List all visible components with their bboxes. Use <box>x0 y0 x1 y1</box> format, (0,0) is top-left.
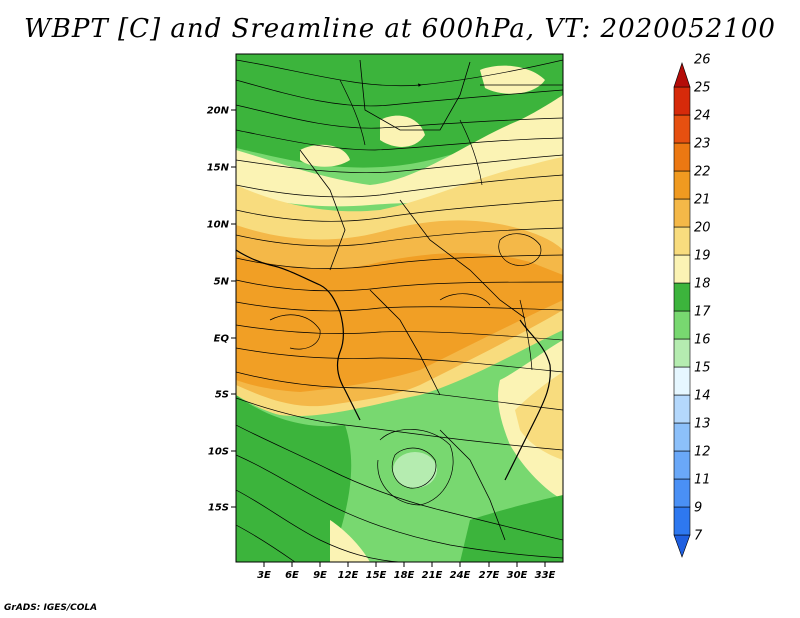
colorbar: 7 9 11 12 13 14 15 16 17 18 19 20 21 22 23 24 25 26 <box>673 53 711 558</box>
lat-tick-label: 10S <box>208 447 229 458</box>
coastline-borders <box>236 59 563 541</box>
colorbar-label: 20 <box>694 221 711 236</box>
colorbar-swatch <box>673 310 691 340</box>
colorbar-swatch <box>673 114 691 144</box>
lon-tick-label: 15E <box>366 570 387 581</box>
colorbar-label: 26 <box>694 53 711 68</box>
colorbar-label: 15 <box>694 361 711 376</box>
map-frame <box>235 53 564 563</box>
colorbar-swatch <box>673 422 691 452</box>
lat-tick-label: 10N <box>207 220 230 231</box>
streamlines <box>236 59 563 562</box>
colorbar-swatch <box>673 534 691 558</box>
lon-tick-label: 9E <box>313 570 327 581</box>
lat-tick-label: 15S <box>208 503 229 514</box>
colorbar-label: 9 <box>694 501 702 516</box>
colorbar-swatch <box>673 282 691 312</box>
lon-tick-label: 12E <box>338 570 359 581</box>
colorbar-label: 14 <box>694 389 711 404</box>
lat-tick-label: 5S <box>215 390 229 401</box>
colorbar-swatch <box>673 86 691 116</box>
colorbar-swatch <box>673 394 691 424</box>
colorbar-swatch <box>673 142 691 172</box>
colorbar-swatch <box>673 62 691 88</box>
wbpt-shading <box>236 54 563 562</box>
colorbar-label: 24 <box>694 109 711 124</box>
lat-tick-label: 5N <box>214 277 230 288</box>
colorbar-label: 22 <box>694 165 711 180</box>
lat-axis: 20N 15N 10N 5N EQ 5S 10S 15S <box>207 106 236 514</box>
lon-tick-label: 27E <box>479 570 500 581</box>
colorbar-swatch <box>673 254 691 284</box>
lon-tick-label: 3E <box>257 570 271 581</box>
colorbar-swatch <box>673 450 691 480</box>
lon-tick-label: 24E <box>450 570 471 581</box>
map-panel <box>236 54 563 562</box>
colorbar-label: 17 <box>694 305 711 320</box>
colorbar-label: 7 <box>694 529 703 544</box>
lat-tick-label: 20N <box>207 106 230 117</box>
colorbar-label: 25 <box>694 81 711 96</box>
colorbar-label: 13 <box>694 417 711 432</box>
colorbar-swatch <box>673 478 691 508</box>
grads-credit: GrADS: IGES/COLA <box>4 603 98 613</box>
lon-tick-label: 33E <box>535 570 556 581</box>
lon-tick-label: 30E <box>507 570 528 581</box>
colorbar-swatch <box>673 338 691 368</box>
colorbar-label: 19 <box>694 249 711 264</box>
map-title: WBPT [C] and Sreamline at 600hPa, VT: 20… <box>24 14 776 44</box>
colorbar-label: 23 <box>694 137 711 152</box>
lon-axis: 3E 6E 9E 12E 15E 18E 21E 24E 27E 30E 33E <box>257 562 556 581</box>
lat-tick-label: EQ <box>214 334 230 345</box>
colorbar-label: 18 <box>694 277 711 292</box>
colorbar-label: 16 <box>694 333 711 348</box>
colorbar-swatch <box>673 226 691 256</box>
lon-tick-label: 21E <box>422 570 443 581</box>
lon-tick-label: 6E <box>285 570 299 581</box>
lon-tick-label: 18E <box>394 570 415 581</box>
colorbar-label: 11 <box>694 473 711 488</box>
colorbar-swatch <box>673 366 691 396</box>
colorbar-swatch <box>673 198 691 228</box>
lat-tick-label: 15N <box>207 163 230 174</box>
colorbar-swatch <box>673 170 691 200</box>
colorbar-swatch <box>673 506 691 536</box>
colorbar-label: 12 <box>694 445 711 460</box>
colorbar-label: 21 <box>694 193 711 208</box>
